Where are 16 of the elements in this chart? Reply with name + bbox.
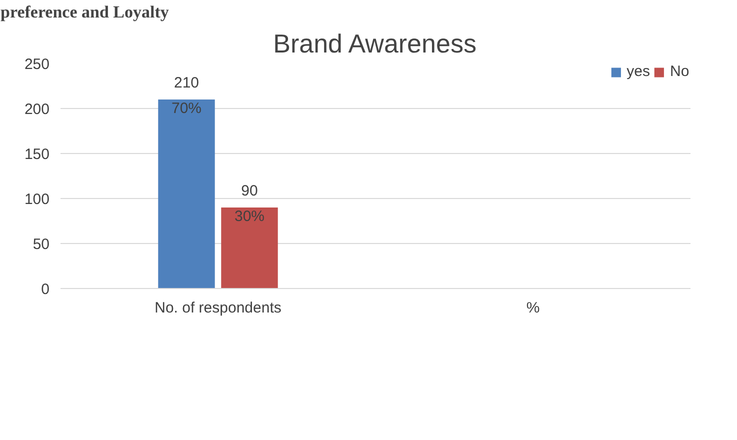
data-label: 210 (174, 74, 200, 92)
y-tick-label: 0 (41, 281, 50, 298)
annotation: 70% (171, 100, 202, 117)
y-tick-label: 200 (24, 101, 50, 118)
legend-label: No (670, 63, 690, 80)
chart-title: Brand Awareness (273, 28, 476, 58)
x-tick-label: No. of respondents (154, 300, 282, 316)
data-label: 90 (241, 182, 258, 200)
y-tick-label: 250 (24, 56, 50, 73)
text: preference and Loyalty (0, 2, 170, 22)
annotation: 30% (234, 208, 265, 225)
legend-label: yes (626, 63, 650, 80)
x-tick-label: % (526, 300, 540, 316)
y-tick-label: 100 (24, 191, 50, 208)
y-tick-label: 150 (24, 146, 50, 163)
y-tick-label: 50 (32, 236, 50, 253)
